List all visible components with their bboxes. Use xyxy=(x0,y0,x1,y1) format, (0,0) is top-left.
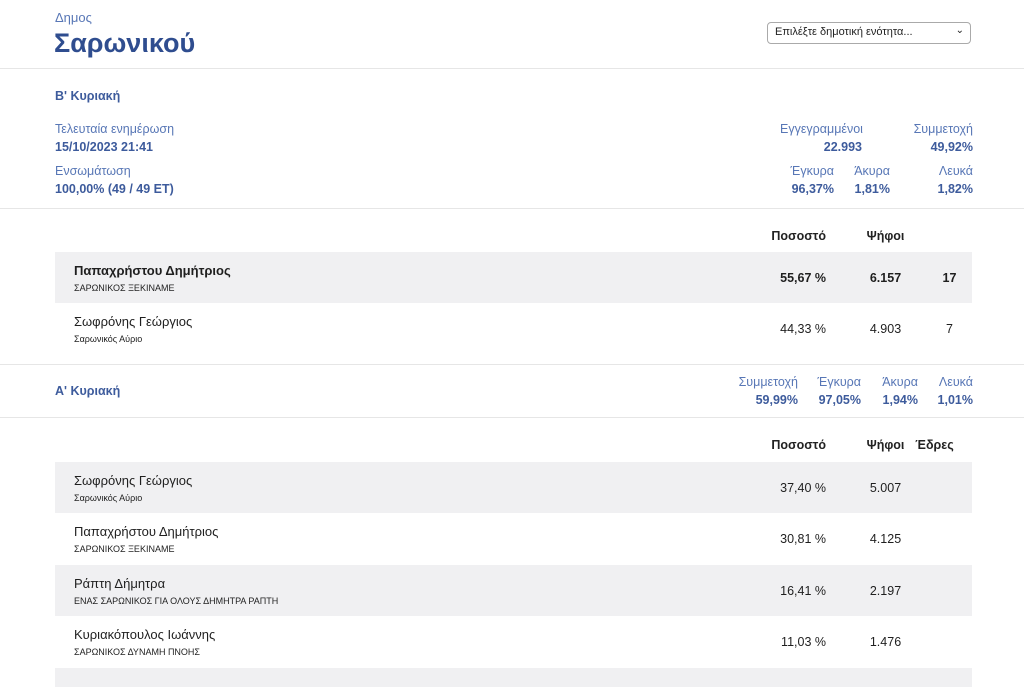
divider xyxy=(0,68,1024,69)
last-update-label: Τελευταία ενημέρωση xyxy=(55,122,175,136)
candidate-name: Σωφρόνης Γεώργιος xyxy=(74,314,193,329)
turnout-value: 49,92% xyxy=(930,140,973,154)
column-header-percent: Ποσοστό xyxy=(771,229,826,243)
table-row: Παπαχρήστου Δημήτριος ΣΑΡΩΝΙΚΟΣ ΞΕΚΙΝΑΜΕ… xyxy=(55,252,972,303)
divider xyxy=(0,364,1024,365)
candidate-name: Ράπτη Δήμητρα xyxy=(74,576,166,591)
column-header-seats: Έδρες xyxy=(915,438,954,452)
candidate-votes: 6.157 xyxy=(869,271,902,285)
table-row: Κυριακόπουλος Ιωάννης ΣΑΡΩΝΙΚΟΣ ΔΥΝΑΜΗ Π… xyxy=(55,616,972,667)
last-update-value: 15/10/2023 21:41 xyxy=(55,140,154,154)
candidate-name: Κυριακόπουλος Ιωάννης xyxy=(74,627,216,642)
candidate-votes: 4.125 xyxy=(869,532,902,546)
candidate-votes: 4.903 xyxy=(869,322,902,336)
table-row: Ράπτη Δήμητρα ΕΝΑΣ ΣΑΡΩΝΙΚΟΣ ΓΙΑ ΟΛΟΥΣ Δ… xyxy=(55,565,972,616)
candidate-percent: 11,03 % xyxy=(781,635,826,649)
column-header-votes: Ψήφοι xyxy=(866,229,905,243)
candidate-name: Παπαχρήστου Δημήτριος xyxy=(74,263,231,278)
candidate-percent: 55,67 % xyxy=(780,271,826,285)
column-header-votes: Ψήφοι xyxy=(866,438,905,452)
candidate-party: ΣΑΡΩΝΙΚΟΣ ΞΕΚΙΝΑΜΕ xyxy=(74,544,175,554)
column-header-percent: Ποσοστό xyxy=(771,438,826,452)
table-row: Παπαχρήστου Δημήτριος ΣΑΡΩΝΙΚΟΣ ΞΕΚΙΝΑΜΕ… xyxy=(55,513,972,564)
candidate-seats: 7 xyxy=(946,322,953,336)
municipality-label: Δημος xyxy=(55,10,92,25)
candidate-party: Σαρωνικός Αύριο xyxy=(74,493,143,503)
candidate-percent: 16,41 % xyxy=(780,584,826,598)
candidate-percent: 37,40 % xyxy=(780,481,826,495)
turnout-label: Συμμετοχή xyxy=(738,375,798,389)
candidate-party: ΣΑΡΩΝΙΚΟΣ ΞΕΚΙΝΑΜΕ xyxy=(74,283,175,293)
invalid-value: 1,81% xyxy=(854,182,890,196)
valid-value: 97,05% xyxy=(818,393,861,407)
invalid-value: 1,94% xyxy=(882,393,918,407)
blank-value: 1,01% xyxy=(937,393,973,407)
divider xyxy=(0,208,1024,209)
candidate-name: Σωφρόνης Γεώργιος xyxy=(74,473,193,488)
table-row: Σωφρόνης Γεώργιος Σαρωνικός Αύριο 44,33 … xyxy=(55,303,972,354)
table-row xyxy=(55,668,972,687)
candidate-votes: 5.007 xyxy=(869,481,902,495)
invalid-label: Άκυρα xyxy=(854,164,890,178)
valid-value: 96,37% xyxy=(791,182,834,196)
registered-label: Εγγεγραμμένοι xyxy=(780,122,863,136)
turnout-value: 59,99% xyxy=(755,393,798,407)
divider xyxy=(0,417,1024,418)
round-a-title: Α' Κυριακή xyxy=(55,384,121,398)
chevron-down-icon: ⌄ xyxy=(955,25,964,36)
candidate-party: ΣΑΡΩΝΙΚΟΣ ΔΥΝΑΜΗ ΠΝΟΗΣ xyxy=(74,647,200,657)
valid-label: Έγκυρα xyxy=(790,164,834,178)
candidate-party: ΕΝΑΣ ΣΑΡΩΝΙΚΟΣ ΓΙΑ ΟΛΟΥΣ ΔΗΜΗΤΡΑ ΡΑΠΤΗ xyxy=(74,596,279,606)
candidate-votes: 2.197 xyxy=(869,584,902,598)
district-select-value: Επιλέξτε δημοτική ενότητα... xyxy=(775,26,913,38)
candidate-party: Σαρωνικός Αύριο xyxy=(74,334,143,344)
round-b-title: Β' Κυριακή xyxy=(55,89,121,103)
candidate-seats: 17 xyxy=(942,271,957,285)
candidate-percent: 44,33 % xyxy=(780,322,826,336)
candidate-percent: 30,81 % xyxy=(780,532,826,546)
integration-value: 100,00% (49 / 49 ΕΤ) xyxy=(55,182,174,196)
blank-label: Λευκά xyxy=(938,164,973,178)
blank-label: Λευκά xyxy=(938,375,973,389)
district-select[interactable]: Επιλέξτε δημοτική ενότητα... ⌄ xyxy=(767,22,971,44)
table-row: Σωφρόνης Γεώργιος Σαρωνικός Αύριο 37,40 … xyxy=(55,462,972,513)
registered-value: 22.993 xyxy=(823,140,862,154)
candidate-votes: 1.476 xyxy=(869,635,902,649)
page-title: Σαρωνικού xyxy=(54,28,196,58)
valid-label: Έγκυρα xyxy=(817,375,861,389)
blank-value: 1,82% xyxy=(937,182,973,196)
integration-label: Ενσωμάτωση xyxy=(55,164,131,178)
invalid-label: Άκυρα xyxy=(882,375,918,389)
candidate-name: Παπαχρήστου Δημήτριος xyxy=(74,524,219,539)
turnout-label: Συμμετοχή xyxy=(913,122,973,136)
